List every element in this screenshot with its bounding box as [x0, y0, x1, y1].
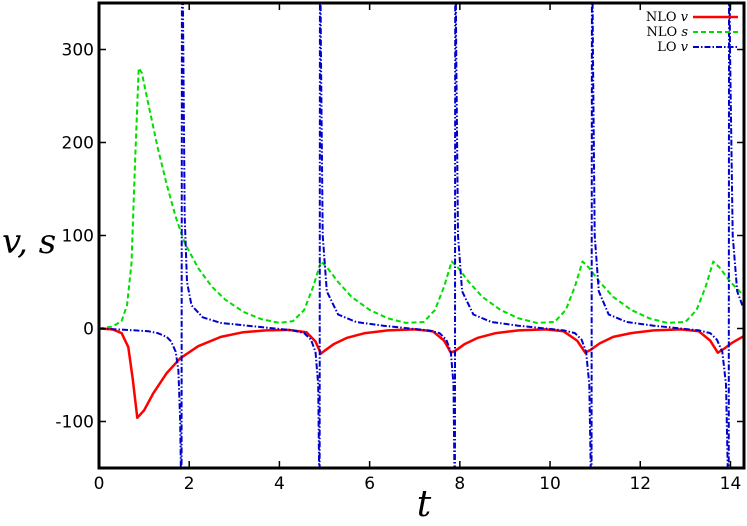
- x-tick-label: 4: [274, 474, 285, 494]
- x-tick-label: 0: [94, 474, 105, 494]
- y-axis-label: v, s: [2, 222, 56, 262]
- y-tick-label: 300: [62, 41, 94, 61]
- series-line-nlo-s: [99, 67, 744, 330]
- y-tick-label: 200: [62, 134, 94, 154]
- series-layer: [99, 3, 744, 468]
- y-tick-label: 100: [62, 227, 94, 247]
- legend-entry-label: NLO s: [647, 25, 689, 40]
- series-line-lo-v: [99, 3, 744, 468]
- legend-entry-label: LO v: [657, 40, 688, 55]
- x-tick-label: 8: [454, 474, 465, 494]
- x-axis-label: t: [417, 484, 432, 525]
- x-tick-label: 6: [364, 474, 375, 494]
- legend-entry-label: NLO v: [646, 10, 689, 25]
- x-tick-label: 12: [629, 474, 651, 494]
- x-tick-label: 2: [184, 474, 195, 494]
- x-tick-label: 14: [720, 474, 742, 494]
- y-tick-label: 0: [83, 320, 94, 340]
- y-tick-label: -100: [55, 413, 94, 433]
- plot-frame: [97, 1, 746, 470]
- x-tick-label: 10: [539, 474, 561, 494]
